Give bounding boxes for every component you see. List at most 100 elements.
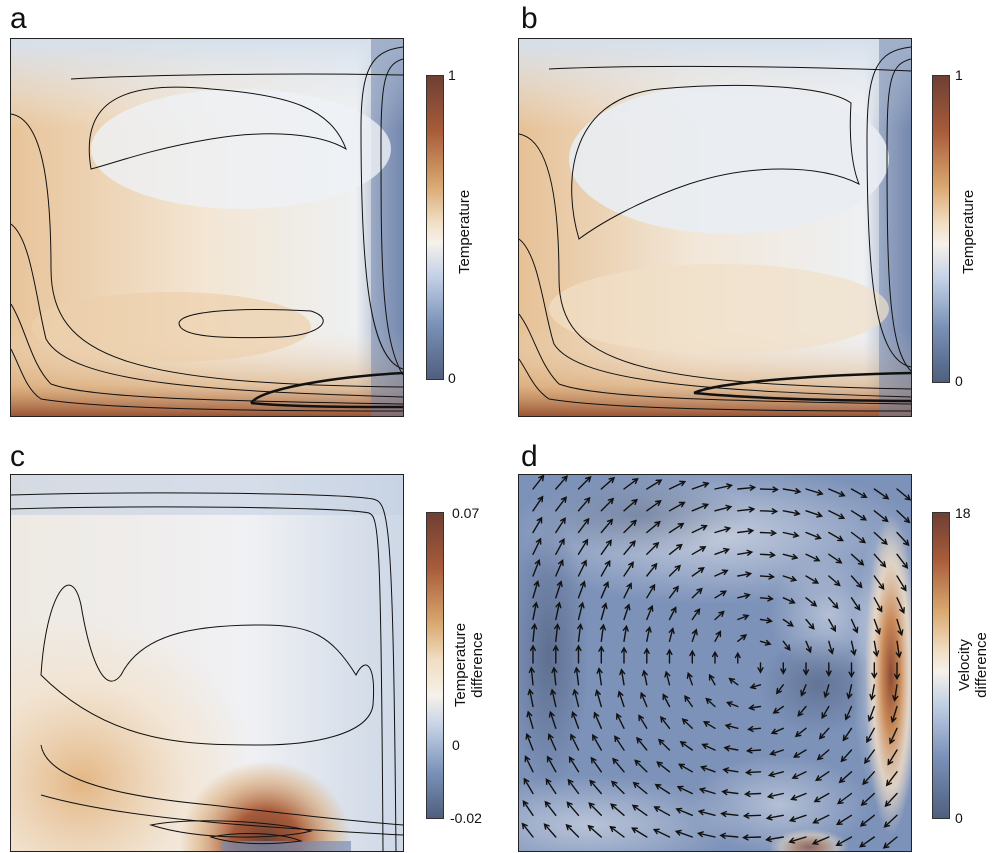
velocity-arrow [526, 710, 534, 729]
velocity-arrow [679, 741, 693, 751]
velocity-arrow [711, 650, 719, 664]
velocity-arrow [724, 723, 739, 730]
panel-label-a: a [10, 2, 27, 35]
velocity-arrow [864, 749, 875, 765]
velocity-arrow [896, 488, 911, 501]
colorbar-a [426, 75, 444, 380]
velocity-arrow [805, 531, 822, 540]
velocity-arrow [850, 488, 868, 499]
velocity-arrow [850, 640, 857, 657]
velocity-arrow [714, 630, 722, 642]
velocity-arrow [617, 690, 625, 708]
velocity-arrow [708, 673, 716, 686]
velocity-arrow [612, 757, 625, 773]
velocity-arrow [678, 763, 693, 773]
velocity-arrow [759, 551, 777, 558]
velocity-arrow [638, 714, 648, 729]
velocity-arrow [652, 828, 671, 838]
velocity-arrow [828, 553, 843, 564]
velocity-arrow [722, 767, 739, 774]
velocity-arrow [524, 755, 534, 773]
velocity-arrow [646, 479, 663, 490]
temperature-field-b-svg [519, 39, 911, 416]
velocity-arrow [594, 689, 602, 708]
velocity-arrow [620, 646, 628, 664]
velocity-arrow [691, 567, 705, 577]
velocity-arrow [835, 836, 853, 847]
velocity-arrow [631, 804, 648, 816]
velocity-arrow [895, 640, 902, 659]
velocity-arrow [836, 792, 853, 805]
velocity-arrow [884, 792, 898, 808]
velocity-arrow [867, 705, 875, 722]
velocity-arrow [697, 809, 716, 816]
velocity-arrow [828, 575, 841, 587]
velocity-arrow [664, 670, 671, 686]
velocity-arrow [543, 823, 557, 838]
velocity-arrow [598, 645, 605, 664]
panel-label-b: b [521, 2, 538, 35]
velocity-arrow [883, 814, 898, 828]
velocity-arrow [623, 477, 639, 490]
velocity-arrow [691, 608, 701, 621]
velocity-arrow [600, 476, 616, 490]
velocity-arrow [873, 618, 881, 635]
velocity-arrow [714, 569, 729, 577]
velocity-arrow [668, 480, 687, 490]
velocity-arrow [838, 771, 853, 784]
velocity-arrow [714, 547, 730, 555]
velocity-arrow [737, 549, 754, 556]
colorbar-c-title: Temperature difference [452, 590, 486, 740]
velocity-arrow [623, 582, 632, 599]
velocity-arrow [742, 812, 762, 819]
velocity-arrow [590, 756, 602, 773]
velocity-arrow [821, 705, 830, 720]
velocity-arrow [532, 579, 540, 599]
velocity-arrow [794, 727, 807, 738]
velocity-arrow [554, 622, 561, 642]
velocity-arrow [600, 559, 611, 577]
velocity-arrow [714, 590, 728, 599]
velocity-arrow [850, 531, 867, 544]
temperature-field-b [518, 38, 912, 417]
velocity-arrow [646, 541, 660, 555]
velocity-arrow [523, 777, 534, 795]
velocity-arrow [714, 504, 733, 512]
velocity-arrow [577, 496, 591, 512]
velocity-arrow [646, 520, 661, 534]
velocity-arrow [668, 606, 677, 621]
velocity-arrow [859, 836, 875, 848]
velocity-arrow [548, 710, 557, 729]
velocity-arrow [565, 823, 580, 838]
velocity-arrow [725, 701, 739, 708]
velocity-arrow [555, 601, 562, 621]
velocity-arrow [525, 732, 534, 751]
velocity-arrow [873, 553, 887, 568]
velocity-arrow [522, 799, 534, 816]
velocity-arrow [577, 580, 586, 599]
velocity-arrow [588, 802, 602, 816]
velocity-arrow [737, 484, 757, 491]
velocity-arrow [893, 662, 901, 681]
velocity-arrow [575, 644, 582, 664]
velocity-arrow [623, 561, 634, 577]
velocity-arrow [587, 824, 602, 838]
velocity-arrow [623, 603, 631, 621]
velocity-arrow [737, 592, 751, 599]
velocity-arrow [828, 510, 846, 520]
velocity-arrow [728, 677, 739, 686]
temperature-field-a [10, 38, 404, 417]
velocity-arrow [850, 597, 861, 612]
velocity-arrow [532, 537, 542, 555]
velocity-arrow [577, 538, 589, 555]
velocity-arrow [885, 771, 898, 787]
velocity-arrow [529, 644, 537, 664]
velocity-arrow [646, 604, 654, 621]
velocity-arrow [532, 495, 544, 512]
velocity-arrow [721, 789, 739, 796]
velocity-arrow [770, 727, 784, 735]
colorbar-d-title-line-2: difference [973, 632, 990, 698]
velocity-arrow [555, 538, 565, 555]
velocity-arrow [765, 836, 784, 843]
colorbar-c-min-label: -0.02 [450, 810, 482, 826]
